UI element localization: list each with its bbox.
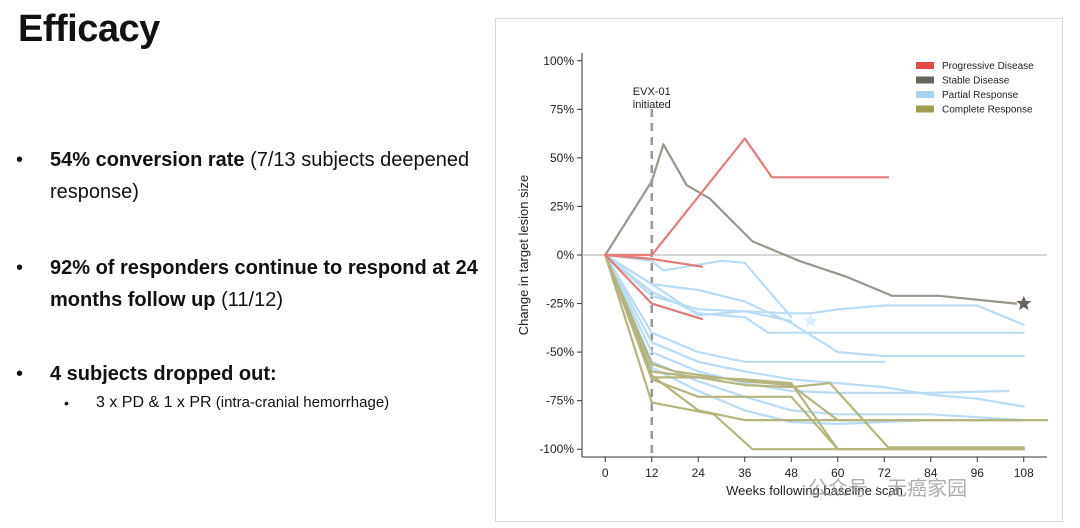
series-line-partial-8 — [604, 253, 886, 363]
x-tick-label: 84 — [924, 466, 938, 480]
x-axis-label: Weeks following baseline scan — [726, 483, 903, 498]
star-marker-stable — [1016, 295, 1032, 310]
series-line-progressive-0 — [604, 137, 890, 257]
x-tick-label: 0 — [602, 466, 609, 480]
series-line-partial-5 — [604, 253, 1025, 326]
legend-swatch-complete — [916, 105, 934, 113]
legend-label-progressive: Progressive Disease — [942, 61, 1034, 72]
y-tick-label: -25% — [546, 297, 574, 311]
series-line-complete-14 — [604, 253, 1025, 449]
series-line-progressive-1 — [604, 253, 704, 268]
bullet-responders: • 92% of responders continue to respond … — [14, 252, 494, 316]
legend-label-complete: Complete Response — [942, 105, 1033, 116]
y-tick-label: 75% — [550, 102, 574, 116]
bullet-text: (11/12) — [215, 289, 283, 311]
legend-swatch-partial — [916, 91, 934, 98]
x-tick-label: 60 — [831, 466, 845, 480]
x-tick-label: 108 — [1014, 466, 1034, 480]
sub-bullet-dropout-detail: • 3 x PD & 1 x PR (intra-cranial hemorrh… — [64, 392, 389, 414]
annotation-line1: EVX-01 — [633, 86, 671, 98]
x-tick-label: 72 — [878, 466, 892, 480]
series-line-complete-17 — [604, 253, 1049, 422]
annotation-line2: initiated — [633, 99, 671, 111]
y-tick-label: -75% — [546, 394, 574, 408]
efficacy-spider-chart: 100% 75% 50% 25% 0% -25% -50% -75% -100% 0 12 24 36 4… — [516, 53, 1049, 498]
series-line-stable-3 — [604, 143, 1018, 305]
y-axis-label: Change in target lesion size — [516, 175, 531, 335]
x-tick-label: 12 — [645, 466, 659, 480]
sub-bullet-small-text: (intra-cranial hemorrhage) — [211, 394, 390, 411]
series-line-partial-7 — [604, 253, 793, 323]
x-tick-label: 48 — [785, 466, 799, 480]
series-line-partial-13 — [604, 253, 932, 426]
bullet-dot-icon: • — [16, 149, 24, 171]
sub-bullet-dot-icon: • — [64, 395, 69, 411]
series-line-partial-9 — [604, 253, 1025, 408]
series-line-partial-11 — [604, 253, 1025, 422]
watermark-text: 公众号 · 无癌家园 — [808, 476, 968, 500]
y-tick-label: 0% — [557, 248, 575, 262]
y-tick-label: 25% — [550, 199, 574, 213]
y-tick-label: 100% — [543, 54, 574, 68]
bullet-text: (7/13 subjects deepened response) — [50, 149, 470, 203]
x-tick-label: 96 — [971, 466, 985, 480]
bullet-bold-text: 54% conversion rate — [50, 149, 245, 171]
series-line-progressive-2 — [604, 253, 704, 321]
bullet-dot-icon: • — [16, 257, 24, 279]
series-line-complete-18 — [604, 253, 1025, 451]
legend-swatch-stable — [916, 76, 934, 84]
bullet-dropped-out: • 4 subjects dropped out: — [14, 358, 277, 390]
bullet-conversion-rate: • 54% conversion rate (7/13 subjects dee… — [14, 144, 494, 208]
y-tick-label: -50% — [546, 345, 574, 359]
legend-swatch-progressive — [916, 62, 934, 69]
sub-bullet-main-text: 3 x PD & 1 x PR — [96, 394, 212, 411]
y-tick-label: -100% — [539, 442, 574, 456]
series-line-complete-19 — [604, 253, 1025, 422]
y-tick-label: 50% — [550, 151, 574, 165]
x-tick-label: 24 — [692, 466, 706, 480]
star-marker-partial — [803, 313, 819, 328]
legend-label-partial: Partial Response — [942, 90, 1019, 101]
legend-label-stable: Stable Disease — [942, 76, 1010, 87]
series-line-partial-6 — [604, 253, 1025, 334]
slide-title: Efficacy — [18, 8, 160, 50]
bullet-bold-text: 4 subjects dropped out: — [50, 363, 277, 385]
chart-frame: 100% 75% 50% 25% 0% -25% -50% -75% -100% 0 12 24 36 4… — [495, 18, 1063, 522]
bullet-dot-icon: • — [16, 363, 24, 385]
bullet-bold-text: 92% of responders continue to respond at… — [50, 257, 478, 311]
x-tick-label: 36 — [738, 466, 752, 480]
series-line-partial-12 — [604, 253, 1025, 358]
